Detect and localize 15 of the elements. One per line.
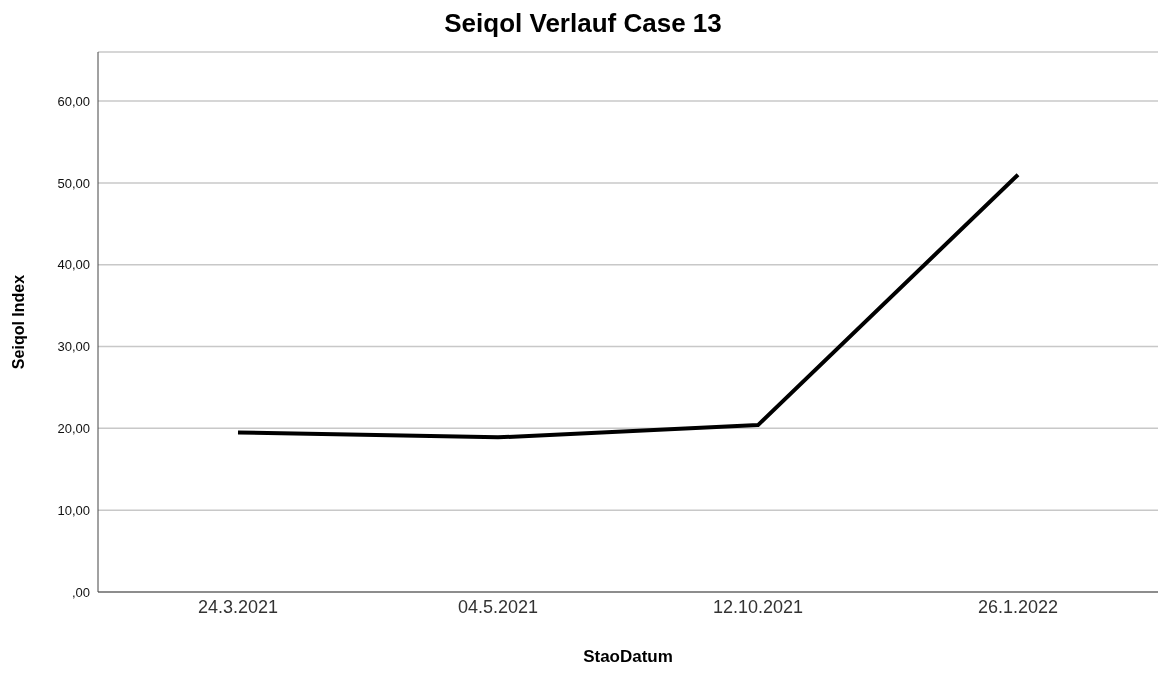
x-tick-label: 24.3.2021 (197, 596, 279, 617)
x-tick-label: 26.1.2022 (977, 596, 1059, 617)
x-axis-title: StaoDatum (583, 647, 673, 666)
x-tick-label: 04.5.2021 (457, 596, 539, 617)
line-series (236, 172, 1020, 440)
y-tick-label: 20,00 (57, 420, 90, 436)
y-tick-label: 40,00 (57, 257, 90, 273)
x-tick-label: 12.10.2021 (712, 596, 804, 617)
y-tick-label: ,00 (71, 584, 90, 600)
y-axis-title: Seiqol Index (9, 274, 27, 370)
chart-title: Seiqol Verlauf Case 13 (443, 8, 723, 40)
y-tick-label: 30,00 (57, 339, 90, 355)
y-tick-label: 60,00 (57, 93, 90, 109)
y-tick-label: 50,00 (57, 175, 90, 191)
y-tick-label: 10,00 (57, 502, 90, 518)
